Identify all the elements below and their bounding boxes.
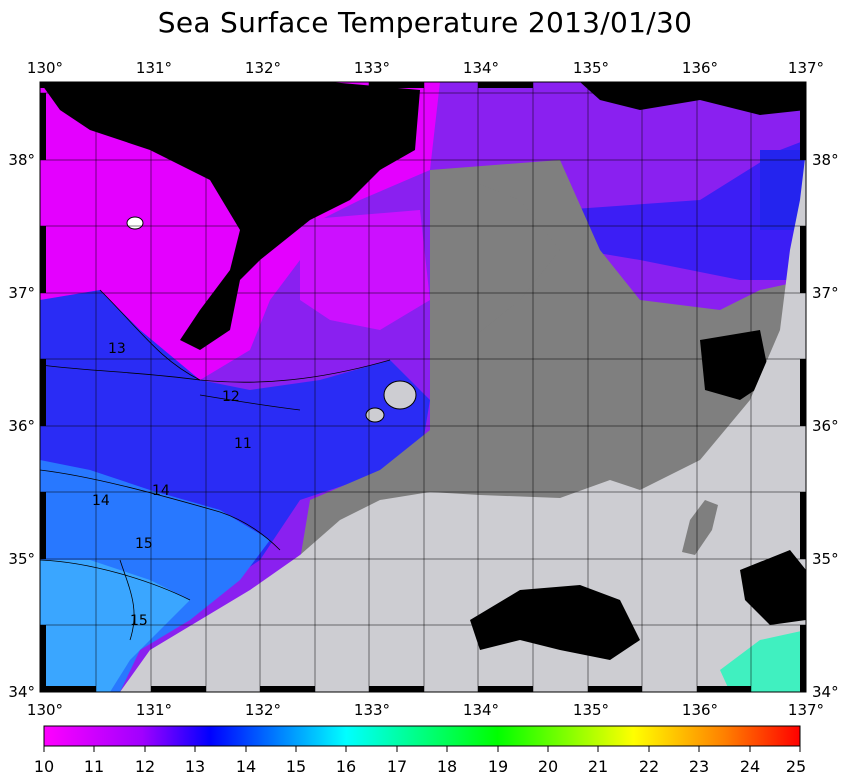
lon-label-bottom: 130° — [27, 701, 63, 719]
sst-contours — [40, 289, 391, 641]
colorbar-tick-label: 25 — [786, 757, 806, 776]
blue-sea-northeast — [560, 140, 806, 280]
colorbar-tick-label: 19 — [488, 757, 508, 776]
no-data-patch-north — [430, 180, 560, 340]
lat-label-right: 37° — [812, 284, 839, 302]
lon-label-top: 136° — [682, 59, 718, 77]
colorbar-tick-label: 22 — [639, 757, 659, 776]
lon-label-top: 133° — [354, 59, 390, 77]
lat-label-right: 35° — [812, 550, 839, 568]
lon-label-bottom: 134° — [463, 701, 499, 719]
contour-label-15-a: 15 — [135, 536, 153, 552]
land-honshu — [120, 150, 806, 692]
colorbar-tick-label: 20 — [538, 757, 558, 776]
colorbar-tick-label: 23 — [689, 757, 709, 776]
map-layers: 13 12 11 14 14 15 15 — [40, 82, 806, 692]
lon-label-bottom: 137° — [788, 701, 824, 719]
lat-label-left: 36° — [8, 417, 35, 435]
lon-label-bottom: 132° — [245, 701, 281, 719]
lat-label-left: 38° — [8, 151, 35, 169]
lon-label-bottom: 131° — [136, 701, 172, 719]
colorbar-tick-label: 16 — [336, 757, 356, 776]
lon-label-bottom: 133° — [354, 701, 390, 719]
lon-label-top: 130° — [27, 59, 63, 77]
colorbar-tick-label: 11 — [84, 757, 104, 776]
lat-label-left: 35° — [8, 550, 35, 568]
contour-label-12: 12 — [222, 389, 240, 405]
contour-label-15-b: 15 — [130, 613, 148, 629]
lon-label-top: 131° — [136, 59, 172, 77]
map-graticule — [40, 82, 806, 692]
lon-labels-top: 130° 131° 132° 133° 134° 135° 136° 137° — [27, 59, 824, 77]
colorbar-tick-label: 12 — [135, 757, 155, 776]
lon-label-top: 132° — [245, 59, 281, 77]
cyan-sea-southwest — [40, 560, 190, 692]
contour-label-14-a: 14 — [92, 493, 110, 509]
lat-labels-right: 38° 37° 36° 35° 34° — [812, 151, 839, 701]
contour-label-13: 13 — [108, 341, 126, 357]
lon-label-bottom: 135° — [573, 701, 609, 719]
magenta-sea-oki — [300, 210, 430, 330]
lon-label-bottom: 136° — [682, 701, 718, 719]
oki-island-dogo — [383, 380, 417, 410]
island-north — [126, 216, 144, 230]
colorbar-tick-label: 21 — [588, 757, 608, 776]
map-title: Sea Surface Temperature 2013/01/30 — [157, 6, 693, 39]
colorbar-tick-label: 24 — [740, 757, 760, 776]
lat-label-right: 38° — [812, 151, 839, 169]
lon-label-top: 137° — [788, 59, 824, 77]
cloud-inland-sea — [470, 585, 640, 660]
oki-island-dozen — [365, 407, 385, 423]
colorbar-tick-label: 10 — [34, 757, 54, 776]
colorbar-ticks — [43, 746, 801, 752]
contour-label-11: 11 — [234, 436, 252, 452]
lat-labels-left: 38° 37° 36° 35° 34° — [8, 151, 35, 701]
map-border-ticks — [40, 82, 806, 692]
lat-label-left: 34° — [8, 683, 35, 701]
awaji-island — [682, 500, 718, 555]
lat-label-right: 36° — [812, 417, 839, 435]
ocean-southeast — [720, 630, 806, 692]
colorbar-tick-label: 18 — [437, 757, 457, 776]
cloud-patch-east — [700, 330, 770, 400]
lat-label-right: 34° — [812, 683, 839, 701]
colorbar — [43, 725, 801, 747]
colorbar-tick-label: 14 — [236, 757, 256, 776]
cloud-region-north — [40, 82, 420, 350]
lon-label-top: 135° — [573, 59, 609, 77]
colorbar-tick-label: 15 — [286, 757, 306, 776]
colorbar-tick-label: 17 — [387, 757, 407, 776]
colorbar-labels: 10 11 12 13 14 15 16 17 18 19 20 21 22 2… — [34, 757, 806, 776]
no-data-region — [300, 160, 806, 560]
lon-labels-bottom: 130° 131° 132° 133° 134° 135° 136° 137° — [27, 701, 824, 719]
cloud-kii — [740, 550, 806, 625]
colorbar-tick-label: 13 — [185, 757, 205, 776]
lon-label-top: 134° — [463, 59, 499, 77]
lat-label-left: 37° — [8, 284, 35, 302]
cloud-region-northeast — [580, 82, 806, 115]
contour-label-14-b: 14 — [152, 483, 170, 499]
